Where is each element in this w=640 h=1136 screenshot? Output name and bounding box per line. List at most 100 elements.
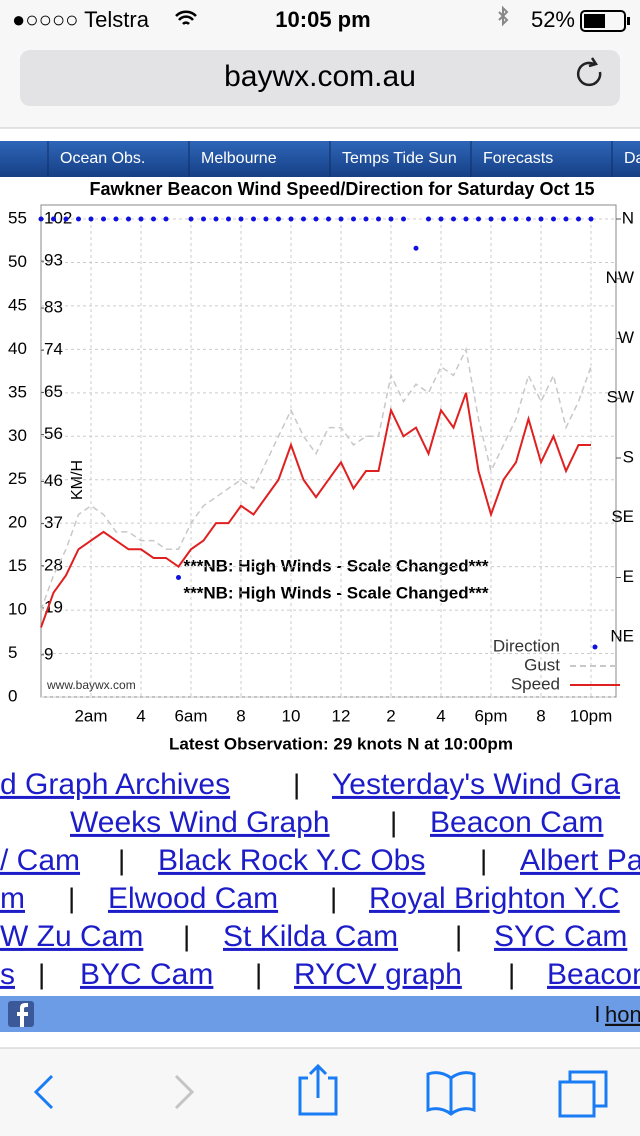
link-list: d Graph Archives Yesterday's Wind Gra | Wee…: [0, 768, 640, 991]
direction-dot: [63, 216, 69, 222]
direction-dot: [88, 216, 94, 222]
series-line: [40, 392, 591, 628]
nav-item[interactable]: Forecasts: [483, 150, 553, 167]
link[interactable]: d Graph Archives: [0, 768, 230, 801]
link[interactable]: Weeks Wind Graph: [70, 806, 330, 839]
direction-dot: [463, 216, 469, 222]
y3-tick-label: NE: [610, 627, 634, 646]
bookmarks-button[interactable]: [426, 1071, 476, 1116]
direction-dot: [376, 216, 381, 222]
link[interactable]: Elwood Cam: [108, 882, 278, 915]
forward-button[interactable]: [174, 1074, 195, 1110]
nav-items: Ocean Obs. Melbourne Temps Tide Sun Forecas…: [47, 141, 640, 177]
direction-dot: [151, 216, 156, 222]
watermark: www.baywx.com: [46, 678, 136, 692]
y2-tick-label: 65: [44, 382, 63, 401]
y2-tick-label: 37: [44, 513, 63, 532]
annotation: ***NB: High Winds - Scale Changed***: [184, 556, 489, 575]
direction-dot: [251, 216, 256, 222]
y2-tick-label: 56: [44, 424, 63, 443]
direction-dot: [488, 216, 494, 222]
social-bar: [0, 996, 640, 1032]
direction-dot: [501, 216, 506, 222]
chart-footer: Latest Observation: 29 knots N at 10:00p…: [169, 734, 513, 753]
direction-dot: [401, 216, 406, 222]
reload-icon[interactable]: [576, 57, 602, 87]
link-separator: |: [118, 844, 125, 875]
direction-dot: [413, 245, 419, 251]
nav-item[interactable]: Da: [624, 150, 640, 167]
direction-dot: [76, 216, 81, 222]
link[interactable]: Royal Brighton Y.C: [369, 882, 620, 915]
direction-dot: [576, 216, 581, 222]
nav-bar: [0, 141, 640, 177]
link[interactable]: / Cam: [0, 844, 80, 877]
link[interactable]: s: [0, 958, 15, 991]
link[interactable]: RYCV graph: [294, 958, 462, 991]
direction-dot: [38, 216, 44, 222]
battery-percent: 52%: [531, 7, 575, 32]
address-bar[interactable]: [20, 50, 620, 106]
link-separator: |: [480, 844, 487, 875]
y2-tick-label: 28: [44, 555, 63, 574]
link[interactable]: BYC Cam: [80, 958, 213, 991]
link[interactable]: Yesterday's Wind Gra: [332, 768, 620, 801]
y3-tick-label: E: [623, 567, 634, 586]
direction-dot: [476, 216, 481, 222]
direction-dot: [351, 216, 356, 222]
y3-tick-label: SW: [607, 388, 634, 407]
direction-dot: [138, 216, 144, 222]
tabs-button[interactable]: [558, 1070, 608, 1118]
direction-dot: [551, 216, 556, 222]
y-tick-label: 15: [8, 556, 27, 575]
facebook-f: [17, 1003, 28, 1027]
link[interactable]: Albert Pa: [520, 844, 640, 877]
y-tick-label: 55: [8, 208, 27, 227]
back-button[interactable]: [33, 1074, 54, 1110]
plot-area: [40, 204, 617, 698]
direction-dot: [288, 216, 294, 222]
x-tick-label: 6am: [174, 706, 207, 725]
share-button[interactable]: [298, 1063, 338, 1116]
direction-dot: [163, 216, 169, 222]
nav-item[interactable]: Temps Tide Sun: [342, 150, 457, 167]
y3-tick-label: N: [622, 208, 634, 227]
link-separator: |: [390, 806, 397, 837]
link[interactable]: SYC Cam: [494, 920, 627, 953]
link[interactable]: m: [0, 882, 25, 915]
x-tick-label: 12: [332, 706, 351, 725]
y-tick-label: 45: [8, 295, 27, 314]
y-tick-label: 20: [8, 513, 27, 532]
link[interactable]: St Kilda Cam: [223, 920, 398, 953]
y-tick-label: 35: [8, 382, 27, 401]
x-tick-label: 8: [536, 706, 545, 725]
direction-dot: [263, 216, 269, 222]
x-tick-label: 4: [136, 706, 145, 725]
chart-title: Fawkner Beacon Wind Speed/Direction for …: [90, 179, 595, 199]
y2-tick-label: 102: [44, 208, 72, 227]
direction-dot: [313, 216, 319, 222]
x-tick-label: 8: [236, 706, 245, 725]
home-link[interactable]: hon: [605, 1002, 640, 1027]
legend-label: Direction: [493, 636, 560, 655]
direction-dot: [238, 216, 244, 222]
link[interactable]: W Zu Cam: [0, 920, 143, 953]
link[interactable]: Black Rock Y.C Obs: [158, 844, 425, 877]
y3-tick-label: SE: [611, 507, 634, 526]
y3-tick-label: NW: [606, 268, 634, 287]
nav-item[interactable]: Melbourne: [201, 150, 277, 167]
y2-tick-label: 46: [44, 471, 63, 490]
y2-tick-label: 9: [44, 644, 53, 663]
link[interactable]: Beacon: [547, 958, 640, 991]
link-separator: |: [183, 920, 190, 951]
nav-item[interactable]: Ocean Obs.: [60, 150, 145, 167]
direction-dot: [176, 575, 181, 580]
y-tick-label: 10: [8, 600, 27, 619]
url[interactable]: baywx.com.au: [224, 60, 416, 93]
direction-dot: [363, 216, 369, 222]
y2-tick-label: 93: [44, 251, 63, 270]
battery-level: [584, 14, 605, 28]
direction-dot: [326, 216, 331, 222]
link[interactable]: Beacon Cam: [430, 806, 603, 839]
